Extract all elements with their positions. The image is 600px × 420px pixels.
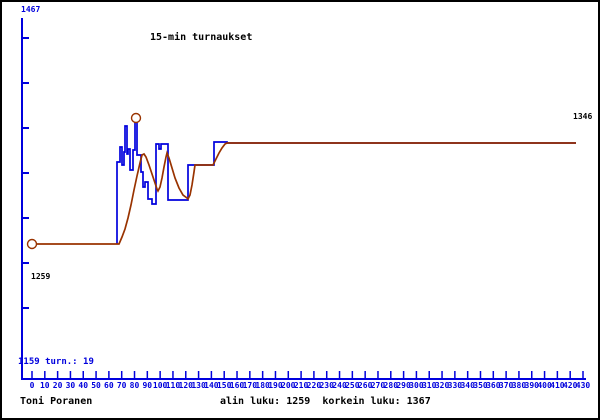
x-axis-tick-label: 210 [293, 381, 309, 390]
x-axis-tick-label: 90 [142, 381, 153, 390]
data-point-marker [26, 238, 38, 250]
stats-summary: alin luku: 1259 korkein luku: 1367 [220, 396, 431, 407]
x-axis-tick-label: 180 [255, 381, 270, 390]
x-axis-tick-label: 140 [204, 381, 219, 390]
x-axis-tick-label: 410 [550, 381, 565, 390]
x-axis-tick-label: 0 [29, 381, 35, 390]
x-axis-tick-label: 310 [421, 381, 437, 390]
trend-line [32, 142, 576, 245]
x-axis-tick-label: 270 [370, 381, 386, 390]
x-axis-tick-label: 300 [409, 381, 424, 390]
x-axis-tick-label: 20 [52, 381, 63, 390]
x-axis-tick-label: 10 [39, 381, 50, 390]
x-axis-tick-label: 110 [165, 381, 181, 390]
x-axis-tick-label: 280 [383, 381, 399, 390]
x-axis-tick-label: 420 [562, 381, 578, 390]
x-axis-tick-label: 130 [191, 381, 206, 390]
player-name: Toni Poranen [20, 396, 93, 407]
x-axis-tick-label: 340 [460, 381, 475, 390]
final-rating-label: 1346 [573, 112, 593, 121]
start-rating-label: 1259 [31, 272, 51, 281]
x-axis-tick-label: 360 [486, 381, 501, 390]
y-min-and-tournaments-label: 1159 turn.: 19 [18, 357, 94, 367]
x-axis-tick-label: 260 [357, 381, 373, 390]
x-axis-tick-label: 250 [345, 381, 360, 390]
data-point-marker [130, 112, 142, 124]
x-axis-tick-label: 230 [319, 381, 334, 390]
x-axis-tick-label: 50 [91, 381, 101, 390]
x-axis-tick-label: 220 [306, 381, 322, 390]
x-axis-tick-label: 70 [116, 381, 127, 390]
x-axis-tick-label: 200 [281, 381, 296, 390]
x-axis-tick-label: 40 [78, 381, 89, 390]
x-axis-tick-label: 400 [537, 381, 552, 390]
x-axis-tick-label: 430 [575, 381, 591, 390]
x-axis-tick-label: 330 [447, 381, 463, 390]
x-axis-tick-label: 350 [473, 381, 488, 390]
chart-title: 15-min turnaukset [150, 32, 253, 43]
x-axis-tick-label: 150 [216, 381, 232, 390]
x-axis-tick-label: 370 [498, 381, 514, 390]
x-axis-tick-label: 320 [434, 381, 450, 390]
x-axis-tick-label: 80 [129, 381, 140, 390]
rating-line [116, 117, 576, 244]
x-axis-tick-label: 30 [65, 381, 76, 390]
x-axis-tick-label: 100 [152, 381, 168, 390]
x-axis-tick-label: 120 [178, 381, 193, 390]
x-axis-tick-label: 240 [332, 381, 347, 390]
x-axis-tick-label: 290 [396, 381, 411, 390]
x-axis-tick-label: 160 [229, 381, 245, 390]
x-axis-tick-label: 60 [104, 381, 114, 390]
x-axis-tick-label: 380 [511, 381, 527, 390]
x-axis-tick-label: 170 [242, 381, 258, 390]
x-axis-tick-label: 190 [268, 381, 283, 390]
x-axis-tick-label: 390 [524, 381, 539, 390]
y-axis-max-label: 1467 [21, 5, 41, 14]
